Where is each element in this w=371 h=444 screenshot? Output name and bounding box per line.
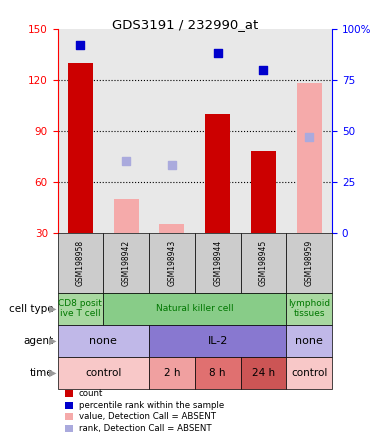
Point bbox=[123, 158, 129, 165]
Text: IL-2: IL-2 bbox=[207, 336, 228, 345]
Text: GDS3191 / 232990_at: GDS3191 / 232990_at bbox=[112, 18, 259, 31]
Text: value, Detection Call = ABSENT: value, Detection Call = ABSENT bbox=[79, 412, 216, 421]
Text: none: none bbox=[89, 336, 117, 345]
Text: GSM198959: GSM198959 bbox=[305, 239, 313, 286]
Text: rank, Detection Call = ABSENT: rank, Detection Call = ABSENT bbox=[79, 424, 211, 433]
Point bbox=[78, 42, 83, 49]
Text: GSM198942: GSM198942 bbox=[122, 240, 131, 285]
Point bbox=[169, 162, 175, 169]
Text: control: control bbox=[291, 368, 327, 377]
Bar bbox=[205, 114, 230, 233]
Text: ▶: ▶ bbox=[49, 336, 57, 345]
Text: agent: agent bbox=[24, 336, 54, 345]
Text: percentile rank within the sample: percentile rank within the sample bbox=[79, 401, 224, 410]
Text: GSM198945: GSM198945 bbox=[259, 239, 268, 286]
Bar bbox=[296, 83, 322, 233]
Bar bbox=[68, 63, 93, 233]
Text: 8 h: 8 h bbox=[209, 368, 226, 377]
Text: count: count bbox=[79, 389, 103, 398]
Point bbox=[215, 50, 221, 57]
Point bbox=[306, 133, 312, 140]
Bar bbox=[114, 199, 139, 233]
Text: 24 h: 24 h bbox=[252, 368, 275, 377]
Bar bbox=[159, 224, 184, 233]
Text: ▶: ▶ bbox=[49, 304, 57, 313]
Text: lymphoid
tissues: lymphoid tissues bbox=[288, 299, 330, 318]
Text: none: none bbox=[295, 336, 323, 345]
Text: GSM198958: GSM198958 bbox=[76, 240, 85, 285]
Text: Natural killer cell: Natural killer cell bbox=[156, 304, 234, 313]
Text: 2 h: 2 h bbox=[164, 368, 180, 377]
Text: GSM198943: GSM198943 bbox=[167, 239, 176, 286]
Bar bbox=[251, 151, 276, 233]
Text: cell type: cell type bbox=[9, 304, 54, 313]
Text: control: control bbox=[85, 368, 121, 377]
Text: GSM198944: GSM198944 bbox=[213, 239, 222, 286]
Text: CD8 posit
ive T cell: CD8 posit ive T cell bbox=[59, 299, 102, 318]
Text: time: time bbox=[30, 368, 54, 377]
Point bbox=[260, 66, 266, 73]
Text: ▶: ▶ bbox=[49, 368, 57, 377]
